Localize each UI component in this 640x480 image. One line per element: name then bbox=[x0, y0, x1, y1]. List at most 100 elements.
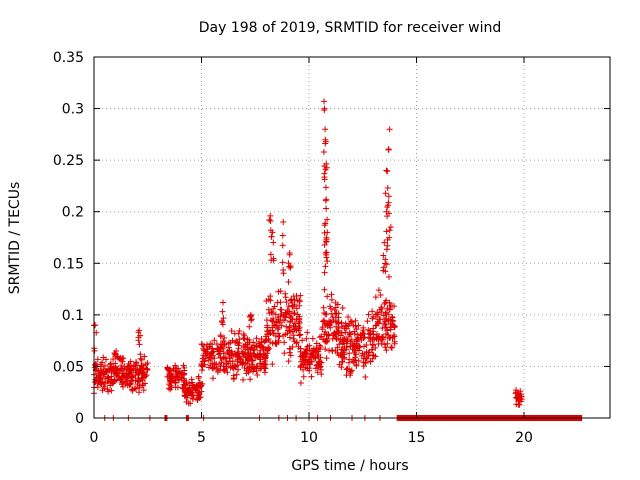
data-point bbox=[361, 351, 368, 358]
data-point bbox=[250, 350, 257, 357]
data-point bbox=[295, 318, 302, 325]
data-point bbox=[110, 378, 117, 385]
data-point bbox=[324, 338, 331, 345]
data-point bbox=[353, 351, 360, 358]
data-point bbox=[320, 304, 327, 311]
data-point bbox=[322, 328, 329, 335]
data-point bbox=[101, 362, 108, 369]
data-points bbox=[90, 98, 585, 421]
data-point bbox=[384, 184, 391, 191]
data-point bbox=[323, 205, 330, 212]
data-point bbox=[388, 344, 395, 351]
data-point bbox=[345, 359, 352, 366]
data-point bbox=[280, 219, 287, 226]
data-point bbox=[221, 368, 228, 375]
data-point bbox=[362, 374, 369, 381]
x-tick-label: 0 bbox=[90, 430, 99, 446]
data-point bbox=[263, 337, 270, 344]
data-point bbox=[321, 286, 328, 293]
data-point bbox=[375, 287, 382, 294]
data-point bbox=[283, 299, 290, 306]
data-point bbox=[375, 334, 382, 341]
data-point bbox=[367, 338, 374, 345]
data-point bbox=[383, 228, 390, 235]
data-point bbox=[321, 269, 328, 276]
data-point bbox=[270, 239, 277, 246]
data-point bbox=[110, 356, 117, 363]
data-point bbox=[167, 375, 174, 382]
data-point bbox=[384, 335, 391, 342]
data-point bbox=[380, 333, 387, 340]
data-point bbox=[257, 342, 264, 349]
data-point bbox=[391, 333, 398, 340]
data-point bbox=[267, 339, 274, 346]
data-point bbox=[112, 350, 119, 357]
y-tick-label: 0.35 bbox=[53, 50, 84, 66]
data-point bbox=[321, 107, 328, 114]
data-point bbox=[321, 98, 328, 105]
data-point bbox=[300, 354, 307, 361]
data-point bbox=[332, 348, 339, 355]
data-point bbox=[124, 382, 131, 389]
data-point bbox=[249, 357, 256, 364]
data-point bbox=[287, 315, 294, 322]
data-point bbox=[303, 347, 310, 354]
data-point bbox=[387, 324, 394, 331]
data-point bbox=[267, 329, 274, 336]
data-point bbox=[347, 343, 354, 350]
data-point bbox=[287, 264, 294, 271]
data-point bbox=[347, 368, 354, 375]
data-point bbox=[126, 370, 133, 377]
data-point bbox=[135, 329, 142, 336]
y-tick-label: 0.1 bbox=[62, 308, 84, 324]
data-point bbox=[133, 385, 140, 392]
data-point bbox=[335, 314, 342, 321]
data-point bbox=[517, 398, 524, 405]
data-point bbox=[382, 190, 389, 197]
data-point bbox=[139, 382, 146, 389]
data-point bbox=[274, 326, 281, 333]
data-point bbox=[300, 361, 307, 368]
data-point bbox=[198, 360, 205, 367]
data-point bbox=[220, 337, 227, 344]
data-point bbox=[243, 367, 250, 374]
data-point bbox=[205, 357, 212, 364]
axis-ticks bbox=[93, 56, 610, 419]
data-point bbox=[127, 381, 134, 388]
data-point bbox=[381, 239, 388, 246]
data-point bbox=[266, 345, 273, 352]
data-point bbox=[107, 382, 114, 389]
data-point bbox=[225, 344, 232, 351]
data-point bbox=[279, 259, 286, 266]
data-point bbox=[181, 382, 188, 389]
data-point bbox=[362, 359, 369, 366]
data-point bbox=[254, 372, 261, 379]
data-point bbox=[384, 242, 391, 249]
data-point bbox=[138, 362, 145, 369]
data-point bbox=[210, 375, 217, 382]
data-point bbox=[189, 392, 196, 399]
data-point bbox=[244, 336, 251, 343]
data-point bbox=[318, 371, 325, 378]
data-point bbox=[120, 383, 127, 390]
data-point bbox=[135, 376, 142, 383]
data-point bbox=[382, 344, 389, 351]
data-point bbox=[347, 318, 354, 325]
data-point bbox=[181, 392, 188, 399]
data-point bbox=[144, 360, 151, 367]
data-point bbox=[144, 367, 151, 374]
data-point bbox=[382, 310, 389, 317]
data-point bbox=[355, 322, 362, 329]
data-point bbox=[250, 339, 257, 346]
data-point bbox=[384, 168, 391, 175]
data-point bbox=[385, 146, 392, 153]
data-point bbox=[182, 381, 189, 388]
data-point bbox=[140, 387, 147, 394]
data-point bbox=[219, 308, 226, 315]
data-point bbox=[385, 193, 392, 200]
chart-title: Day 198 of 2019, SRMTID for receiver win… bbox=[199, 20, 502, 36]
data-point bbox=[217, 354, 224, 361]
data-point bbox=[244, 344, 251, 351]
data-point bbox=[246, 323, 253, 330]
data-point bbox=[286, 324, 293, 331]
